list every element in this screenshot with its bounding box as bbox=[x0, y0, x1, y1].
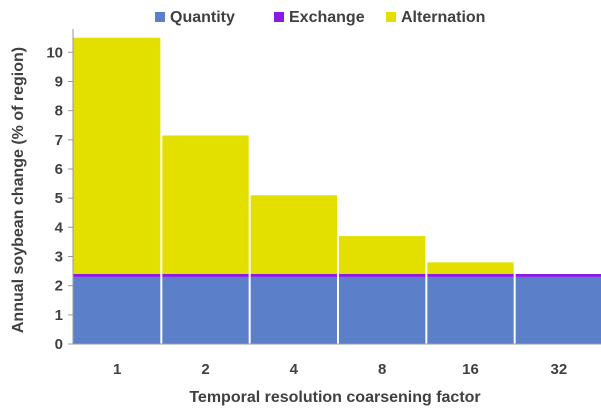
bar-alternation-4 bbox=[249, 195, 338, 274]
legend-label-alternation: Alternation bbox=[401, 9, 485, 26]
bar-exchange-2 bbox=[161, 274, 250, 277]
x-tick-label: 1 bbox=[113, 361, 121, 378]
bar-quantity-32 bbox=[514, 276, 601, 344]
x-tick-label: 4 bbox=[290, 361, 299, 378]
y-tick-label: 0 bbox=[55, 336, 63, 353]
x-axis-title: Temporal resolution coarsening factor bbox=[189, 389, 480, 406]
bar-exchange-16 bbox=[426, 274, 515, 277]
x-tick-label: 16 bbox=[462, 361, 479, 378]
x-tick-label: 8 bbox=[378, 361, 386, 378]
y-tick-label: 4 bbox=[55, 219, 64, 236]
x-tick-label: 32 bbox=[550, 361, 567, 378]
bar-alternation-2 bbox=[161, 135, 250, 274]
y-tick-label: 8 bbox=[55, 103, 63, 120]
bar-exchange-1 bbox=[73, 274, 162, 277]
y-tick-label: 1 bbox=[55, 307, 63, 324]
y-tick-label: 7 bbox=[55, 132, 63, 149]
y-tick-labels: 0 1 2 3 4 5 6 7 8 9 10 bbox=[46, 44, 73, 353]
bar-alternation-16 bbox=[426, 262, 515, 274]
bar-alternation-1 bbox=[73, 37, 162, 274]
y-tick-label: 9 bbox=[55, 74, 63, 91]
legend-swatch-exchange bbox=[274, 12, 284, 22]
bar-alternation-8 bbox=[338, 236, 427, 274]
legend-swatch-alternation bbox=[386, 12, 396, 22]
y-tick-label: 3 bbox=[55, 249, 63, 266]
legend-label-quantity: Quantity bbox=[170, 9, 235, 26]
bar-quantity-1 bbox=[73, 276, 162, 344]
legend-label-exchange: Exchange bbox=[289, 9, 365, 26]
legend: Quantity Exchange Alternation bbox=[155, 9, 485, 26]
legend-swatch-quantity bbox=[155, 12, 165, 22]
y-tick-label: 10 bbox=[46, 44, 63, 61]
bar-exchange-4 bbox=[249, 274, 338, 277]
bar-quantity-4 bbox=[249, 276, 338, 344]
y-tick-label: 5 bbox=[55, 190, 63, 207]
bar-exchange-8 bbox=[338, 274, 427, 277]
x-tick-label: 2 bbox=[201, 361, 209, 378]
y-tick-label: 2 bbox=[55, 278, 63, 295]
x-tick-labels: 1 2 4 8 16 32 bbox=[113, 361, 567, 378]
bar-group bbox=[73, 24, 601, 344]
bar-quantity-8 bbox=[338, 276, 427, 344]
y-tick-label: 6 bbox=[55, 161, 63, 178]
bar-quantity-2 bbox=[161, 276, 250, 344]
bar-exchange-32 bbox=[514, 274, 601, 277]
bar-quantity-16 bbox=[426, 276, 515, 344]
y-axis-title: Annual soybean change (% of region) bbox=[10, 47, 27, 333]
